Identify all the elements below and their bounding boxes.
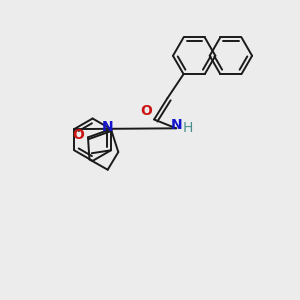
Text: H: H [182,121,193,135]
Text: O: O [140,104,152,118]
Text: O: O [73,128,85,142]
Text: N: N [170,118,182,132]
Text: N: N [102,120,114,134]
